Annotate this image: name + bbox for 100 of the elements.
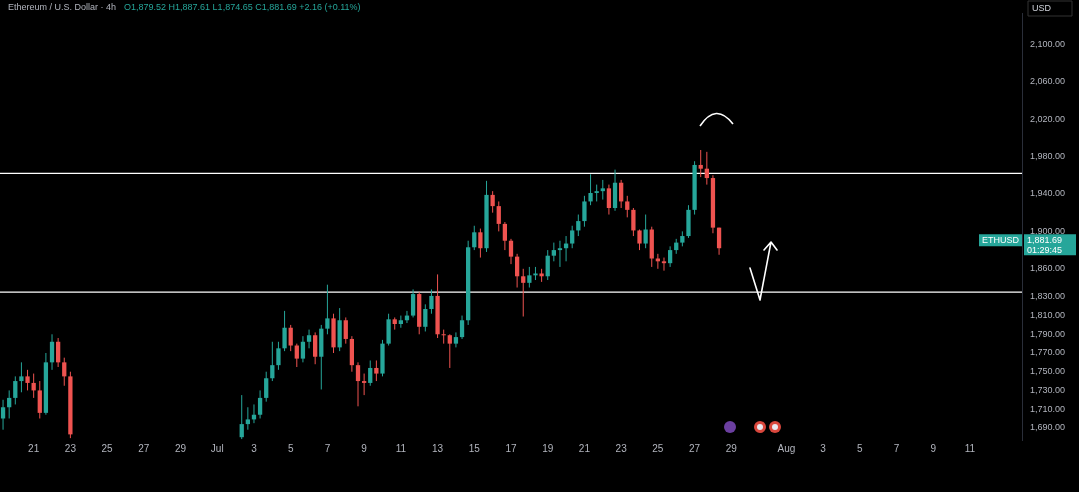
candlestick (606, 184, 612, 216)
x-tick-label: 29 (725, 442, 738, 454)
x-tick-label: 11 (964, 442, 976, 454)
candlestick (557, 240, 563, 268)
candlestick (368, 359, 373, 387)
candlestick (582, 195, 587, 228)
candlestick (527, 266, 532, 289)
candlestick (459, 315, 465, 340)
text: 1,881.69 (1027, 234, 1063, 245)
candlestick (361, 373, 367, 396)
x-tick-label: 5 (287, 442, 294, 454)
y-tick-label: 1,940.00 (1030, 188, 1066, 199)
y-tick-label: 1,710.00 (1030, 403, 1066, 414)
candlestick (667, 245, 673, 268)
candlestick (502, 221, 508, 251)
x-tick-label: 3 (251, 442, 258, 454)
candlestick (325, 284, 330, 335)
x-tick-label: 27 (689, 442, 701, 454)
candlestick (288, 324, 293, 352)
candlestick (306, 329, 312, 349)
candlestick (294, 343, 299, 368)
candlestick (441, 329, 446, 345)
candlestick (62, 357, 67, 387)
candlestick (410, 288, 416, 318)
candlestick (625, 195, 630, 218)
candlestick (472, 225, 477, 251)
y-tick-label: 1,690.00 (1030, 422, 1066, 433)
candlestick (588, 173, 593, 206)
x-tick-label: 11 (395, 442, 407, 454)
candlestick (631, 207, 636, 237)
x-tick-label: 13 (432, 442, 444, 454)
candlestick (716, 227, 722, 256)
y-tick-label: 1,830.00 (1030, 291, 1066, 302)
x-tick-label: 23 (64, 442, 77, 454)
candlestick (56, 337, 61, 368)
x-tick-label: 9 (361, 442, 368, 454)
candlestick (453, 331, 459, 348)
x-tick-label: 19 (542, 442, 554, 454)
candlestick (355, 361, 361, 407)
candlestick (25, 369, 30, 391)
candlestick (282, 310, 287, 352)
y-tick-label: 2,100.00 (1030, 38, 1066, 49)
x-tick-label: 3 (820, 442, 827, 454)
candlestick (276, 341, 281, 371)
x-tick-label: 27 (138, 442, 150, 454)
y-tick-label: 1,730.00 (1030, 384, 1066, 395)
text: 01:29:45 (1027, 244, 1063, 255)
candlestick (551, 242, 556, 262)
candlestick (374, 359, 379, 382)
x-tick-label: 29 (174, 442, 187, 454)
y-tick-label: 1,980.00 (1030, 151, 1066, 162)
y-tick-label: 1,860.00 (1030, 263, 1066, 274)
y-tick-label: 1,750.00 (1030, 366, 1066, 377)
y-axis-title: USD (1032, 3, 1052, 14)
x-tick-label: 25 (652, 442, 664, 454)
candlestick (570, 225, 575, 249)
candlestick (264, 371, 269, 403)
candlestick (300, 335, 306, 363)
candlestick (257, 389, 263, 419)
x-tick-label: 21 (578, 442, 591, 454)
candlestick (514, 253, 520, 289)
candlestick (239, 394, 244, 440)
x-tick-label: 7 (324, 442, 331, 454)
y-tick-label: 2,060.00 (1030, 76, 1066, 87)
candlestick (478, 228, 483, 259)
candlestick (423, 303, 428, 332)
candlestick (13, 375, 18, 405)
x-tick-label: 21 (28, 442, 40, 454)
x-tick-label: Aug (777, 442, 796, 454)
y-tick-label: 1,810.00 (1030, 310, 1066, 321)
candlestick (704, 151, 709, 186)
candlestick (343, 316, 348, 345)
candlestick (576, 214, 581, 237)
chart-title: Ethereum / U.S. Dollar · 4h (8, 2, 117, 12)
x-tick-label: 25 (101, 442, 114, 454)
candlestick (37, 380, 42, 419)
candlestick (643, 214, 648, 249)
y-tick-label: 1,790.00 (1030, 328, 1066, 339)
candlestick (270, 341, 275, 382)
candlestick (429, 288, 434, 315)
candlestick (313, 331, 318, 365)
y-tick-label: 2,020.00 (1030, 113, 1066, 124)
candlestick (447, 333, 452, 369)
x-tick-label: 9 (930, 442, 937, 454)
candlestick (7, 389, 12, 419)
candlestick (508, 238, 514, 265)
candlestick (496, 200, 501, 232)
candlestick (0, 399, 6, 431)
candlestick (521, 268, 526, 318)
candlestick (619, 179, 624, 209)
candlestick (600, 179, 605, 201)
candlestick (19, 361, 24, 393)
candlestick (245, 406, 250, 431)
candlestick (545, 249, 550, 281)
y-tick-label: 1,770.00 (1030, 347, 1066, 358)
y-tick-label: 1,900.00 (1030, 225, 1066, 236)
x-tick-label: Jul (210, 442, 224, 454)
candlestick (661, 257, 667, 272)
x-tick-label: 7 (893, 442, 900, 454)
annotation: ETHUSD (982, 234, 1020, 245)
